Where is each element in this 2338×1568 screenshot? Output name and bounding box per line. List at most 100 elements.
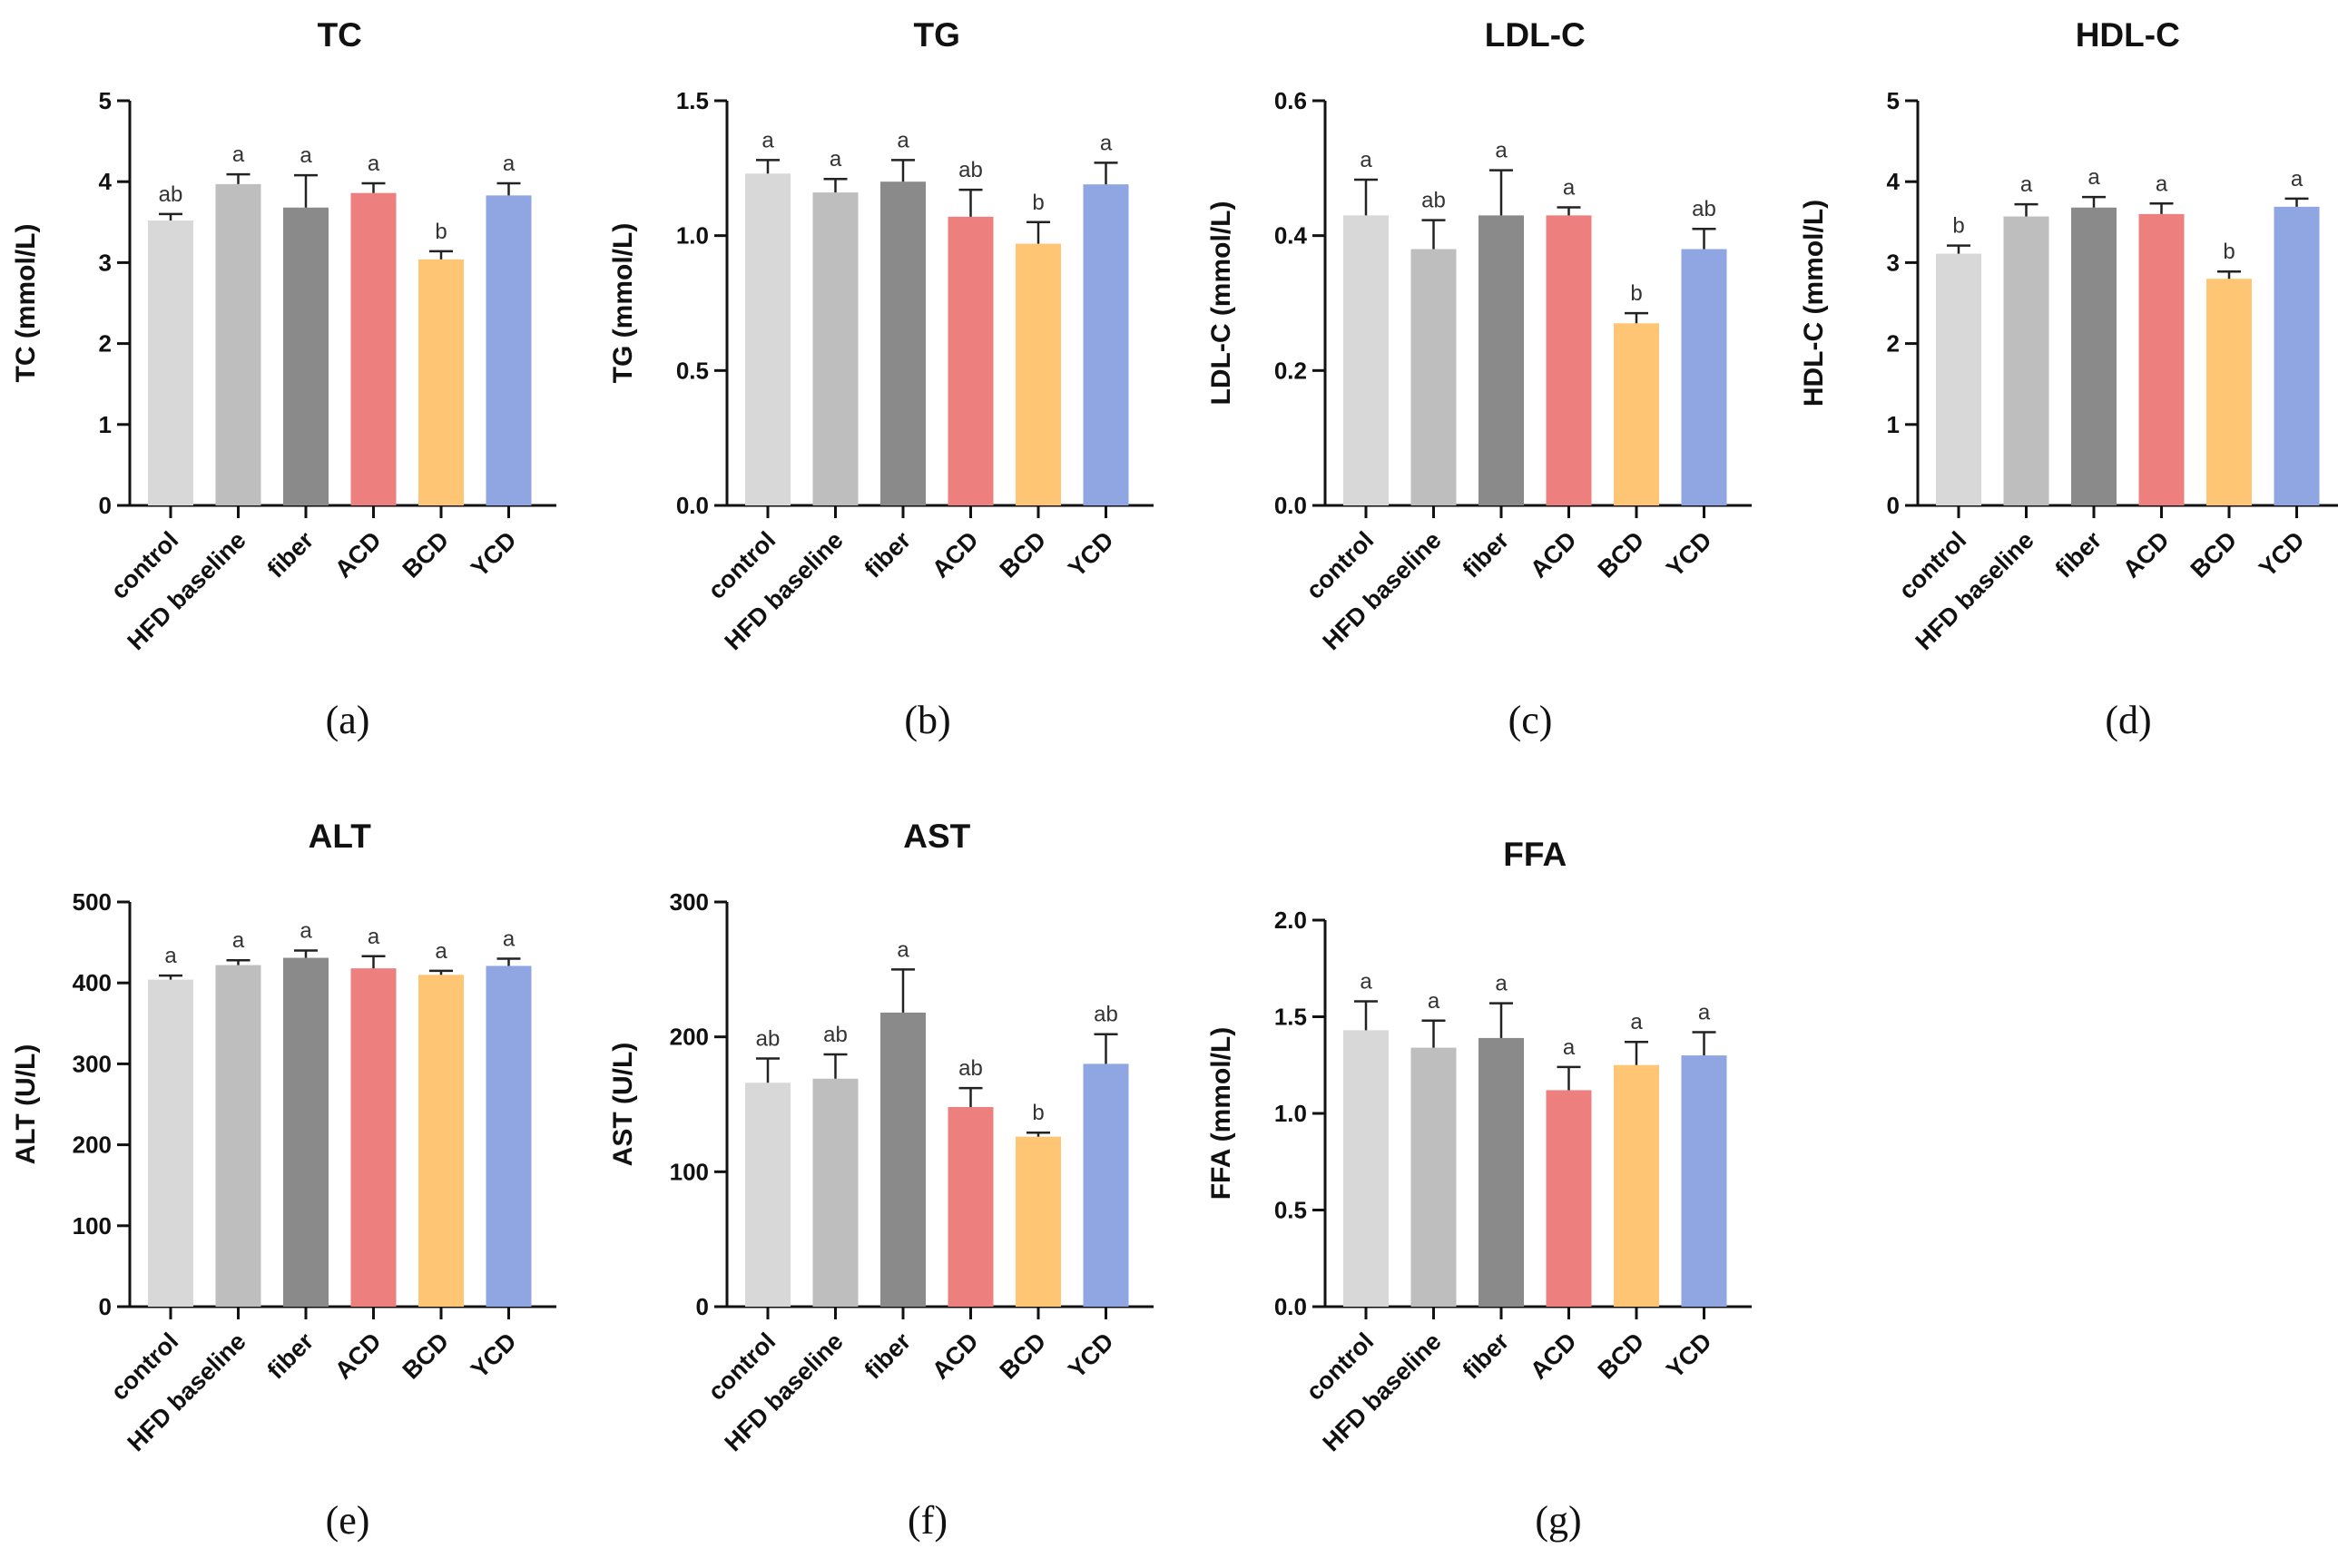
x-tick-label: HFD baseline (1318, 1328, 1447, 1456)
significance-label: a (2020, 172, 2033, 197)
bar-ldl-1 (1410, 249, 1457, 505)
y-tick-label: 0.0 (676, 492, 709, 519)
y-tick-label: 1 (99, 411, 112, 438)
bar-ast-1 (812, 1078, 859, 1307)
x-tick-label: fiber (262, 1328, 319, 1385)
y-axis-label: LDL-C (mmol/L) (1206, 201, 1236, 406)
bar-alt-4 (418, 975, 464, 1307)
y-tick-label: 500 (73, 888, 112, 916)
y-axis-label: TC (mmol/L) (11, 224, 41, 383)
y-tick-label: 300 (73, 1050, 112, 1077)
bar-hdl-0 (1936, 253, 1981, 505)
chart-title: ALT (309, 818, 372, 855)
significance-label: ab (1421, 189, 1446, 213)
x-tick-label: YCD (1661, 1328, 1717, 1384)
significance-label: a (1563, 175, 1576, 200)
bar-alt-1 (215, 965, 261, 1307)
bar-alt-2 (283, 957, 329, 1307)
bar-tc-1 (215, 183, 261, 505)
y-tick-label: 1.5 (1274, 1004, 1307, 1031)
significance-label: a (232, 928, 245, 953)
y-tick-label: 2 (99, 330, 112, 358)
significance-label: a (503, 926, 516, 951)
panel-caption: (f) (908, 1498, 948, 1543)
y-tick-label: 1.5 (676, 87, 709, 114)
bar-ffa-5 (1681, 1055, 1727, 1307)
y-tick-label: 5 (99, 87, 112, 114)
significance-label: a (1100, 131, 1113, 155)
x-tick-label: fiber (860, 1328, 917, 1385)
significance-label: a (368, 925, 380, 949)
y-tick-label: 0.4 (1274, 222, 1308, 250)
y-tick-label: 1.0 (676, 222, 709, 250)
bar-tg-4 (1016, 243, 1061, 505)
bar-ldl-3 (1546, 215, 1592, 505)
x-tick-label: HFD baseline (123, 1328, 251, 1456)
panel-caption: (c) (1508, 698, 1553, 742)
y-tick-label: 2 (1887, 330, 1900, 358)
significance-label: a (164, 944, 177, 968)
significance-label: a (1563, 1035, 1576, 1060)
x-tick-label: ACD (329, 526, 387, 583)
significance-label: a (1428, 989, 1440, 1014)
y-tick-label: 3 (99, 249, 112, 276)
bar-tc-3 (350, 192, 397, 506)
y-tick-label: 5 (1887, 87, 1900, 114)
y-tick-label: 1 (1887, 411, 1900, 438)
significance-label: a (2156, 172, 2168, 196)
significance-label: a (368, 152, 380, 176)
x-tick-label: fiber (2050, 526, 2107, 583)
y-axis-label: TG (mmol/L) (608, 223, 638, 384)
y-tick-label: 4 (99, 168, 113, 195)
significance-label: a (1630, 1010, 1643, 1034)
significance-label: b (1032, 1101, 1044, 1125)
y-tick-label: 4 (1887, 168, 1901, 195)
bar-tc-4 (418, 259, 464, 505)
bar-tg-2 (880, 181, 926, 505)
bar-ast-0 (745, 1083, 791, 1307)
x-tick-label: YCD (1661, 526, 1717, 583)
y-tick-label: 0 (1887, 492, 1900, 519)
significance-label: a (761, 128, 774, 152)
y-tick-label: 400 (73, 969, 112, 996)
bar-ast-5 (1083, 1063, 1129, 1307)
bar-ffa-3 (1546, 1090, 1592, 1307)
significance-label: a (232, 142, 245, 167)
significance-label: a (1495, 972, 1508, 996)
significance-label: ab (756, 1026, 781, 1051)
x-tick-label: YCD (466, 1328, 522, 1384)
y-tick-label: 200 (670, 1024, 709, 1051)
y-tick-label: 0 (696, 1293, 709, 1320)
y-tick-label: 0.5 (676, 357, 709, 384)
chart-title: LDL-C (1485, 16, 1586, 54)
y-tick-label: 0.0 (1274, 1293, 1307, 1320)
y-tick-label: 0.0 (1274, 492, 1307, 519)
significance-label: b (1032, 191, 1044, 215)
y-tick-label: 3 (1887, 249, 1900, 276)
x-tick-label: YCD (466, 526, 522, 583)
chart-title: TC (318, 16, 362, 54)
bar-hdl-2 (2071, 207, 2117, 505)
significance-label: b (1952, 214, 1964, 239)
significance-label: b (1630, 281, 1642, 306)
y-axis-label: ALT (U/L) (11, 1044, 41, 1165)
bar-hdl-5 (2274, 206, 2320, 506)
x-tick-label: ACD (1525, 1328, 1582, 1385)
panel-caption: (b) (904, 698, 950, 742)
bar-alt-3 (350, 968, 397, 1307)
y-tick-label: 1.0 (1274, 1100, 1307, 1127)
y-tick-label: 100 (670, 1158, 709, 1185)
x-tick-label: ACD (1525, 526, 1582, 583)
bar-hdl-3 (2138, 213, 2185, 505)
chart-title: FFA (1503, 836, 1567, 873)
chart-title: AST (903, 818, 970, 855)
significance-label: a (1360, 148, 1372, 172)
x-tick-label: BCD (995, 526, 1052, 583)
y-tick-label: 300 (670, 888, 709, 916)
x-tick-label: HFD baseline (720, 1328, 849, 1456)
bar-tg-5 (1083, 184, 1129, 505)
bar-ffa-2 (1478, 1037, 1524, 1307)
